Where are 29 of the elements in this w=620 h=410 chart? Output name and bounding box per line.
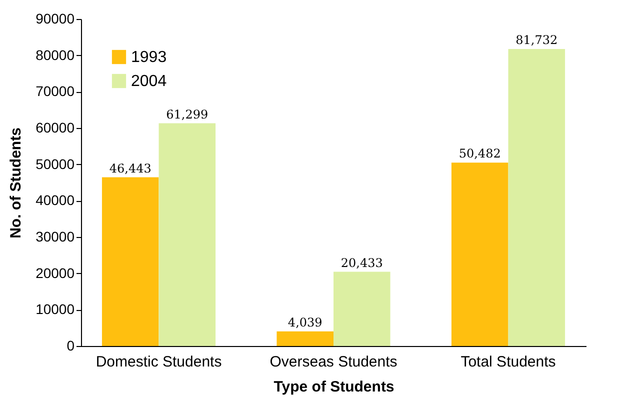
y-tick-label: 30000 xyxy=(36,228,75,244)
y-tick-label: 40000 xyxy=(36,192,75,208)
legend-label: 2004 xyxy=(131,73,167,90)
x-axis-title: Type of Students xyxy=(274,378,394,396)
data-label: 81,732 xyxy=(516,33,558,48)
bar xyxy=(102,177,159,346)
y-tick-label: 70000 xyxy=(36,83,75,100)
x-tick-label: Total Students xyxy=(460,354,556,370)
y-tick-label: 20000 xyxy=(36,264,75,281)
y-tick-label: 90000 xyxy=(36,10,75,26)
data-label: 20,433 xyxy=(340,256,383,270)
data-label: 4,039 xyxy=(288,315,322,330)
y-tick-label: 60000 xyxy=(36,120,75,136)
y-axis-title: No. of Students xyxy=(8,128,25,238)
y-tick-label: 10000 xyxy=(36,301,75,318)
y-tick-label: 80000 xyxy=(36,46,75,63)
legend-label: 1993 xyxy=(131,49,167,66)
x-tick-label: Domestic Students xyxy=(96,354,222,370)
bar xyxy=(334,272,390,346)
bar xyxy=(158,123,216,346)
y-tick-label: 0 xyxy=(66,338,75,354)
data-label: 50,482 xyxy=(458,146,501,161)
bar xyxy=(451,162,508,346)
bar xyxy=(508,49,566,346)
bar xyxy=(276,331,334,346)
y-tick-label: 50000 xyxy=(36,156,75,172)
data-label: 61,299 xyxy=(166,107,208,122)
x-tick-label: Overseas Students xyxy=(270,354,398,370)
data-label: 46,443 xyxy=(109,161,152,176)
